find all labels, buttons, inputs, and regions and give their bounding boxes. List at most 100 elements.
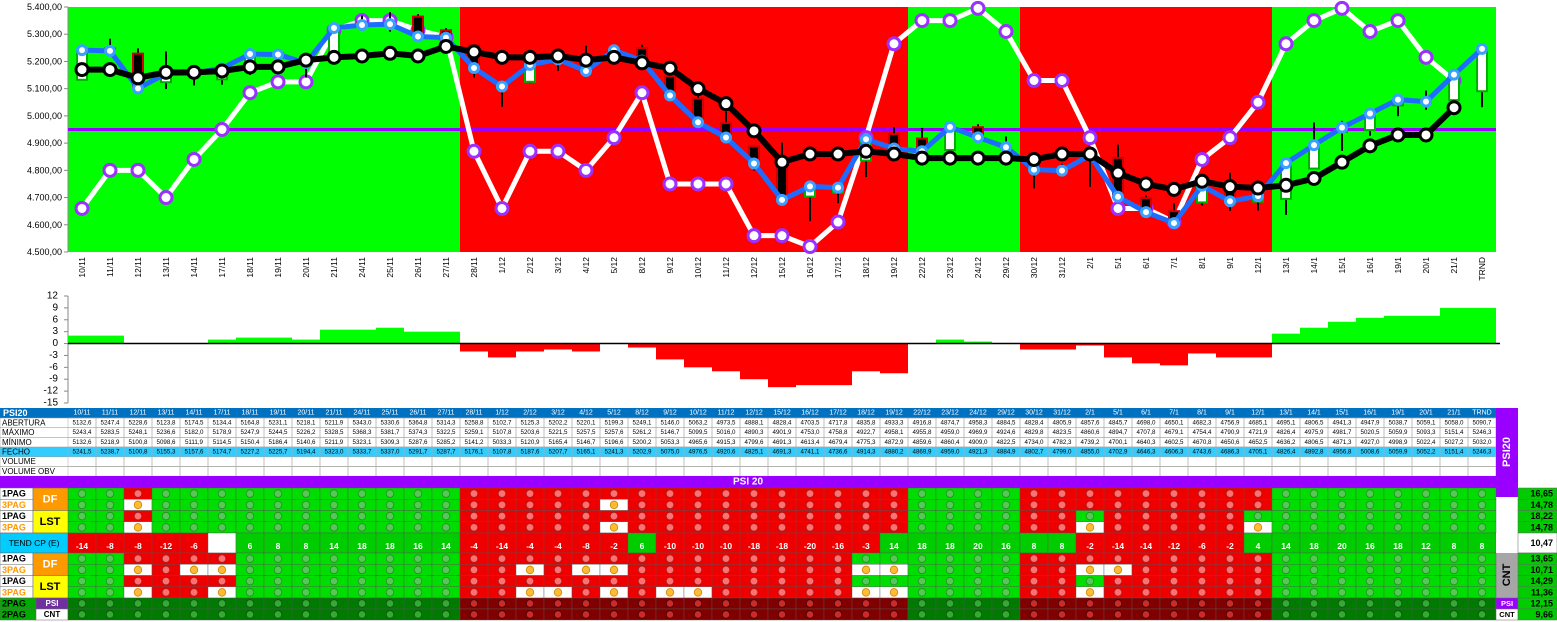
signal-dot <box>245 511 255 521</box>
x-tick-label: 8/1 <box>1197 257 1207 269</box>
signal-dot <box>1169 523 1179 532</box>
signal-dot <box>1113 565 1123 575</box>
close-marker <box>1000 141 1012 154</box>
table-value: 4703,5 <box>801 419 820 426</box>
x-tick-label: 13/11 <box>161 257 171 278</box>
signal-dot <box>1085 576 1095 586</box>
page-label: 3PAG <box>2 500 26 510</box>
trend-value: -4 <box>470 541 478 551</box>
signal-dot <box>1057 576 1067 586</box>
signal-dot <box>301 500 311 510</box>
table-value: 5125,3 <box>521 419 540 426</box>
signal-dot <box>609 610 619 619</box>
table-date: 19/11 <box>270 410 287 417</box>
trend-value: 8 <box>1032 541 1037 551</box>
table-date: 24/11 <box>354 410 371 417</box>
bar <box>320 329 348 344</box>
signal-dot <box>1225 565 1235 575</box>
signal-dot <box>357 576 367 586</box>
table-date: 23/12 <box>941 410 959 417</box>
table-value: 5322,5 <box>437 429 456 436</box>
signal-dot <box>1113 511 1123 521</box>
table-date: 22/12 <box>913 410 931 417</box>
close-marker <box>1140 206 1152 219</box>
signal-dot <box>1421 554 1431 563</box>
signal-dot <box>749 588 759 597</box>
trend-value: -2 <box>610 541 618 551</box>
average-marker <box>1446 100 1462 116</box>
signal-dot <box>1393 511 1403 521</box>
y-tick-label: 5.300,00 <box>27 29 62 39</box>
x-tick-label: 7/1 <box>1169 257 1179 269</box>
signal-dot <box>105 500 115 510</box>
signal-dot <box>1001 599 1011 608</box>
signal-dot <box>1085 610 1095 619</box>
signal-dot <box>777 554 787 563</box>
table-value: 4965,6 <box>689 439 708 446</box>
oscillator-marker <box>970 0 986 16</box>
signal-dot <box>189 511 199 521</box>
signal-dot <box>637 565 647 575</box>
signal-dot <box>749 565 759 575</box>
signal-dot <box>749 489 759 498</box>
side-value-cell <box>1517 608 1557 621</box>
signal-dot <box>1225 576 1235 586</box>
bar <box>572 343 600 352</box>
signal-dot <box>413 610 423 619</box>
table-value: 5202,9 <box>633 448 652 455</box>
signal-dot <box>665 588 675 597</box>
trend-value: -8 <box>582 541 590 551</box>
table-value: 4805,9 <box>1053 419 1072 426</box>
table-value: 5100,8 <box>129 448 148 455</box>
signal-dot <box>777 588 787 597</box>
table-value: 4753,0 <box>801 429 820 436</box>
signal-dot <box>1085 588 1095 597</box>
table-value: 5038,7 <box>1389 419 1408 426</box>
oscillator-marker <box>466 143 482 159</box>
signal-dot <box>609 599 619 608</box>
oscillator-marker <box>998 24 1014 39</box>
signal-dot <box>1113 599 1123 608</box>
signal-dot <box>133 500 143 510</box>
side-value: 9,66 <box>1535 610 1553 620</box>
bar <box>936 339 964 344</box>
signal-dot <box>385 554 395 563</box>
signal-dot <box>1001 576 1011 586</box>
trend-value: -16 <box>832 541 845 551</box>
table-value: 5022,4 <box>1417 439 1436 446</box>
oscillator-marker <box>746 228 762 244</box>
bar <box>404 331 432 344</box>
signal-dot <box>329 489 339 498</box>
signal-dot <box>217 576 227 586</box>
x-tick-label: 19/11 <box>273 257 283 278</box>
signal-dot <box>1449 565 1459 575</box>
x-tick-label: 15/12 <box>777 257 787 279</box>
signal-dot <box>133 576 143 586</box>
signal-dot <box>1029 554 1039 563</box>
side-value: 12,15 <box>1530 599 1553 609</box>
table-value: 4826,4 <box>1277 448 1296 455</box>
side-title: PSI20 <box>1501 437 1513 467</box>
table-value: 5368,3 <box>353 429 372 436</box>
signal-dot <box>413 500 423 510</box>
table-value: 4670,8 <box>1193 439 1212 446</box>
signal-dot <box>1365 500 1375 510</box>
trend-value: -4 <box>526 541 534 551</box>
table-corner: PSI20 <box>3 408 28 418</box>
table-value: 4859,6 <box>913 439 932 446</box>
signal-dot <box>1169 511 1179 521</box>
table-value: 4679,4 <box>829 439 848 446</box>
signal-dot <box>1141 523 1151 532</box>
trend-value: 8 <box>1452 541 1457 551</box>
average-marker <box>1334 154 1350 170</box>
signal-dot <box>1365 610 1375 619</box>
block-title-box <box>1496 553 1518 598</box>
y-tick-label: -12 <box>44 386 59 397</box>
table-value: 4998,9 <box>1389 439 1408 446</box>
close-marker <box>1308 139 1320 152</box>
signal-dot <box>721 588 731 597</box>
signal-dot <box>133 511 143 521</box>
average-marker <box>1138 176 1154 192</box>
trend-value: -14 <box>1112 541 1125 551</box>
signal-dot <box>665 565 675 575</box>
